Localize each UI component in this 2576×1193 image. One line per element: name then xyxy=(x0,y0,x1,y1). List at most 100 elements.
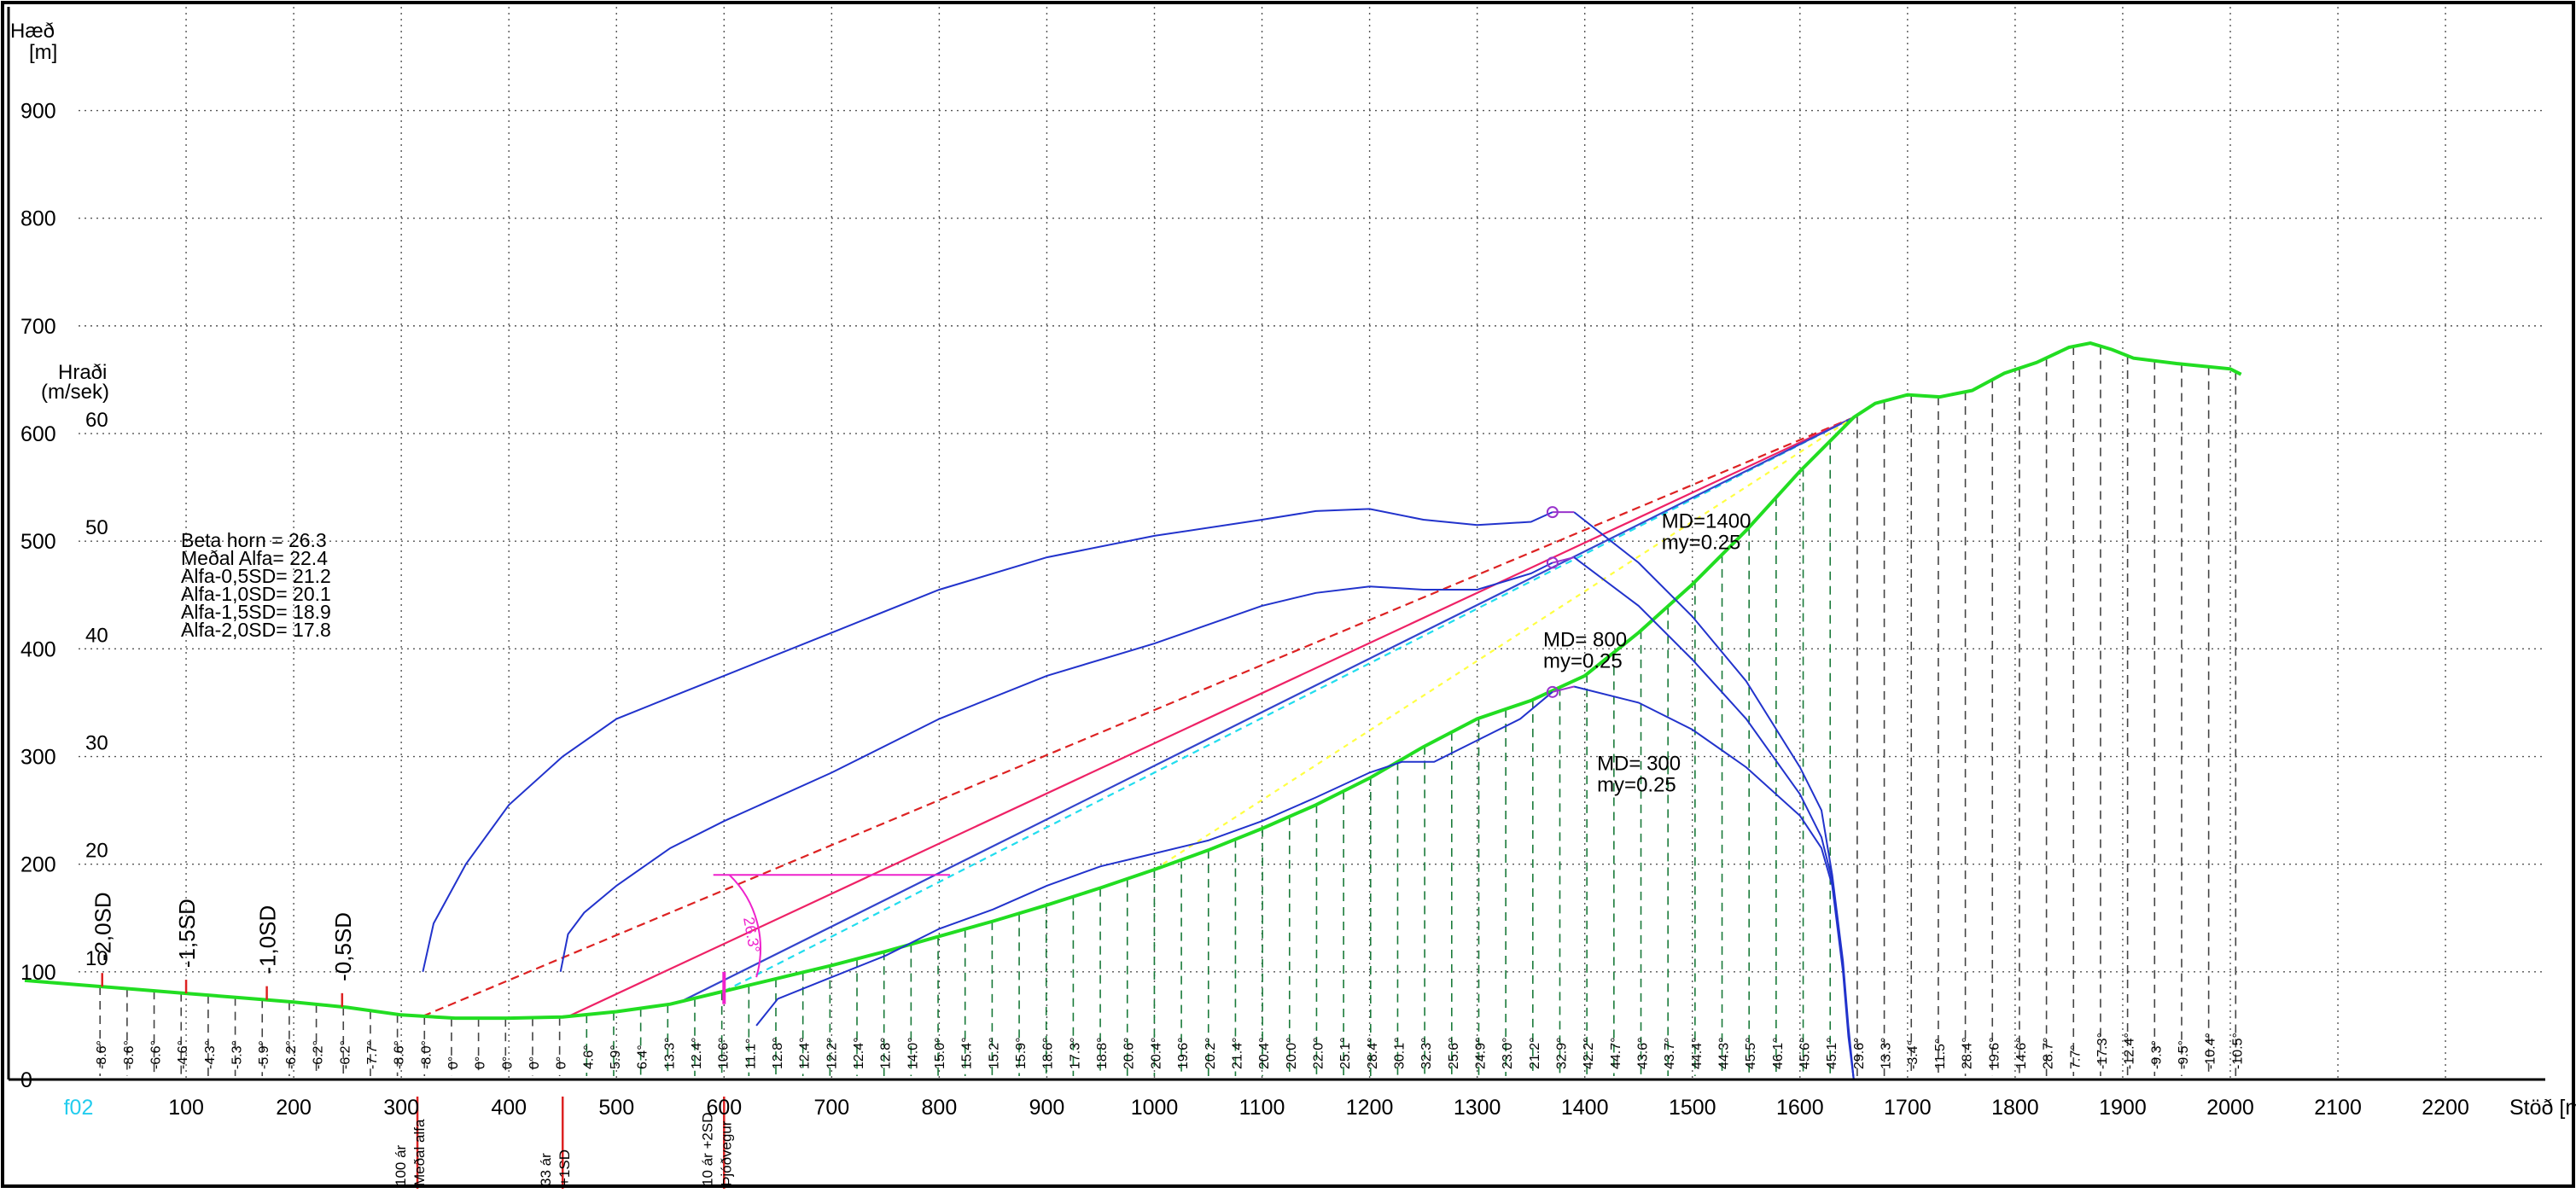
curve-end-marker xyxy=(1546,685,1559,698)
stats-text-line: Meðal Alfa= 22.4 xyxy=(181,547,328,569)
station-angle-label: 18.8° xyxy=(1095,1037,1110,1069)
station-angle-label: 12.8° xyxy=(771,1037,785,1069)
station-angle-label: 20.0° xyxy=(1285,1037,1299,1069)
speed-curve-line xyxy=(755,691,1553,1027)
x-tick-label: 2200 xyxy=(2422,1096,2469,1120)
station-angle-label: 18.6° xyxy=(1041,1037,1056,1069)
curve-connector xyxy=(1552,556,1575,564)
alpha-lines-layer xyxy=(422,416,1855,1018)
stats-text-line: Alfa-2,0SD= 17.8 xyxy=(181,619,331,641)
station-angle-label: -6.6° xyxy=(149,1040,164,1069)
station-angle-label: 20.4° xyxy=(1149,1037,1163,1069)
station-angle-label: -6.2° xyxy=(284,1040,299,1069)
station-angle-label: -12.4° xyxy=(2123,1033,2137,1069)
x-tick-label: 500 xyxy=(598,1096,634,1120)
station-angle-label: 13.3° xyxy=(1880,1037,1894,1069)
station-angle-label: -9.3° xyxy=(2149,1040,2164,1069)
station-angle-label: 19.6° xyxy=(1987,1037,2002,1069)
station-angle-label: 12.8° xyxy=(879,1037,894,1069)
station-angle-label: -9.5° xyxy=(2177,1040,2191,1069)
speed-axis-title: Hraði xyxy=(58,361,107,384)
station-angle-label: 44.4° xyxy=(1690,1037,1705,1069)
station-angle-label: 10.6° xyxy=(717,1037,731,1069)
y-tick-label: 600 xyxy=(20,422,56,446)
station-angle-label: -5.3° xyxy=(230,1040,245,1069)
x-tick-label: f02 xyxy=(64,1096,94,1120)
station-angle-label: 15.2° xyxy=(987,1037,1001,1069)
station-angle-label: 13.3° xyxy=(662,1037,677,1069)
curve-label-friction: my=0.25 xyxy=(1597,774,1676,797)
y-tick-label: 100 xyxy=(20,961,56,985)
bottom-marker-label: +1SD xyxy=(557,1149,573,1186)
station-angle-label: 5.9° xyxy=(609,1045,623,1069)
x-tick-label: 800 xyxy=(922,1096,958,1120)
speed-tick-label: 10 xyxy=(85,947,108,970)
curve-label-friction: my=0.25 xyxy=(1662,532,1741,555)
station-angle-label: 20.4° xyxy=(1257,1037,1272,1069)
station-angle-label: -17.3° xyxy=(2095,1033,2110,1069)
station-angle-label: 28.4° xyxy=(1366,1037,1380,1069)
x-tick-label: 400 xyxy=(491,1096,527,1120)
x-tick-label: 1200 xyxy=(1346,1096,1394,1120)
y-tick-label: 200 xyxy=(20,853,56,877)
x-tick-label: 1000 xyxy=(1131,1096,1179,1120)
x-tick-label: 700 xyxy=(813,1096,849,1120)
y-tick-label: 700 xyxy=(20,315,56,339)
station-angle-label: 11.1° xyxy=(743,1039,758,1069)
station-angle-label: -7.7° xyxy=(365,1040,380,1069)
y-tick-label: 800 xyxy=(20,207,56,231)
y-tick-label: 500 xyxy=(20,530,56,554)
station-angle-label: 45.6° xyxy=(1798,1037,1813,1069)
speed-tick-label: 30 xyxy=(85,732,108,755)
station-angle-label: 23.0° xyxy=(1501,1037,1515,1069)
stats-text-line: Alfa-1,0SD= 20.1 xyxy=(181,583,331,605)
y-tick-label: 400 xyxy=(20,637,56,661)
station-angle-label: 12.4° xyxy=(852,1037,866,1069)
x-tick-label: 2000 xyxy=(2206,1096,2254,1120)
runout-label: -1,0SD xyxy=(255,905,281,975)
station-angle-label: -6.2° xyxy=(338,1040,353,1069)
station-angle-label: -6.2° xyxy=(312,1040,326,1069)
station-angle-label: 0° xyxy=(555,1056,569,1069)
station-angle-label: 45.1° xyxy=(1825,1037,1839,1069)
station-angle-label: 32.9° xyxy=(1555,1037,1570,1069)
station-angle-label: 20.2° xyxy=(1203,1037,1218,1069)
curve-end-marker xyxy=(1546,506,1559,519)
x-tick-label: 1900 xyxy=(2099,1096,2147,1120)
runout-label: -2,0SD xyxy=(90,892,116,961)
curve-end-marker xyxy=(1546,556,1559,569)
curve-label: MD= 300 xyxy=(1597,753,1681,776)
x-tick-label: 600 xyxy=(706,1096,742,1120)
speed-curve-line xyxy=(559,562,1553,972)
station-angle-label: 28.4° xyxy=(1961,1037,1975,1069)
speed-tick-label: 20 xyxy=(85,840,108,863)
station-lines-layer: -8.6° -8.6° -6.6° -4.6° -4.3° -5.3° -5.9° -6.2°… xyxy=(95,346,2245,1076)
x-tick-label: 300 xyxy=(383,1096,419,1120)
curve-label-friction: my=0.25 xyxy=(1543,650,1623,673)
station-angle-label: 30.1° xyxy=(1392,1037,1407,1069)
terrain-profile-line xyxy=(24,341,2242,1021)
stats-text-line: Beta horn = 26.3 xyxy=(181,529,327,551)
station-angle-label: 14.6° xyxy=(2014,1037,2029,1069)
speed-curves-layer xyxy=(422,506,1855,1080)
station-angle-label: 0° xyxy=(500,1056,515,1069)
x-tick-label: 100 xyxy=(168,1096,204,1120)
stats-text-line: Alfa-0,5SD= 21.2 xyxy=(181,565,331,587)
speed-axis-unit: (m/sek) xyxy=(41,381,109,404)
station-angle-label: 12.4° xyxy=(798,1037,813,1069)
station-angle-label: 6.4° xyxy=(636,1045,650,1069)
station-angle-label: -3.4° xyxy=(1906,1040,1920,1069)
alpha-line xyxy=(723,416,1855,992)
bottom-marker-label: Meðal alfa xyxy=(411,1119,428,1186)
station-angle-label: 43.6° xyxy=(1636,1037,1651,1069)
station-angle-label: 45.5° xyxy=(1744,1037,1758,1069)
station-angle-label: 4.6° xyxy=(581,1045,596,1069)
runout-label: -1,5SD xyxy=(174,899,200,968)
station-angle-label: 25.1° xyxy=(1338,1037,1353,1069)
station-angle-label: 15.4° xyxy=(960,1037,975,1069)
beta-angle-label: 26.3° xyxy=(740,916,763,954)
station-angle-label: 0° xyxy=(474,1056,488,1069)
